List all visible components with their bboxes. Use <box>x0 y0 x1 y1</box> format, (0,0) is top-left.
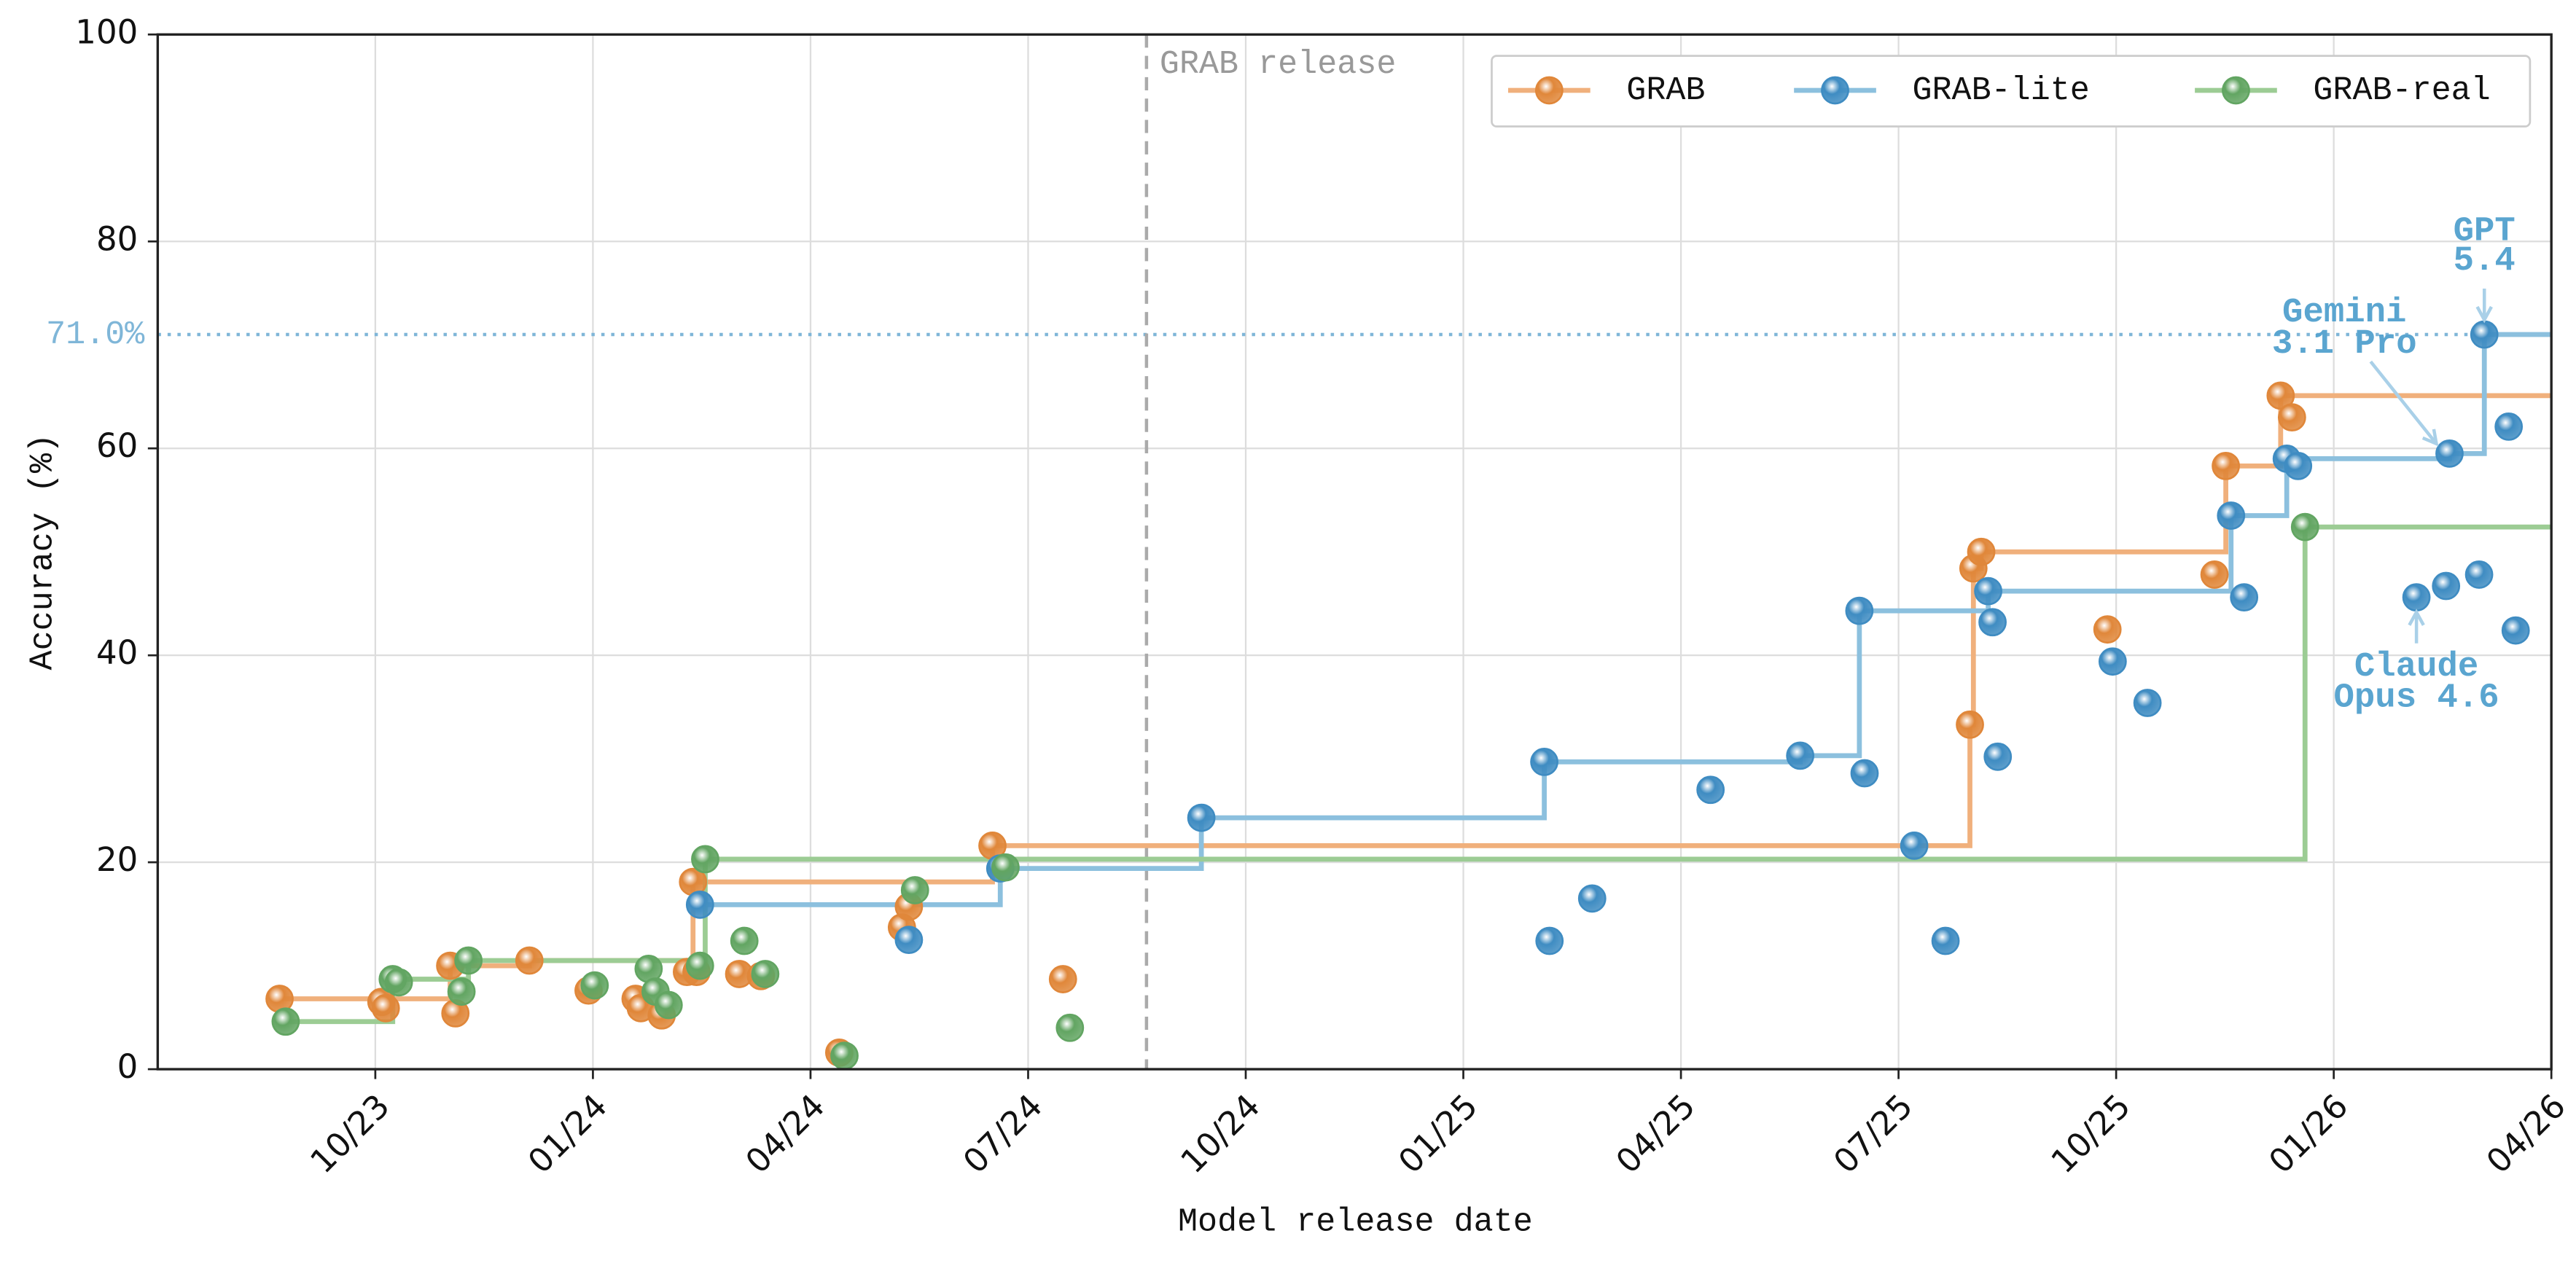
annotation-text: Gemini <box>2282 294 2406 332</box>
data-point <box>685 951 714 980</box>
x-tick-label: 04/25 <box>1609 1087 1703 1181</box>
data-point <box>2470 320 2499 349</box>
data-point <box>2266 381 2295 410</box>
data-point <box>2501 616 2530 645</box>
data-point <box>2435 439 2464 468</box>
data-point <box>1850 759 1879 788</box>
data-point <box>2402 583 2431 612</box>
data-point <box>580 971 609 1000</box>
annotation-text: 3.1 Pro <box>2272 325 2417 364</box>
data-point <box>730 926 759 955</box>
data-point <box>1974 576 2002 606</box>
reference-label: 71.0% <box>46 316 145 353</box>
x-tick-label: 10/25 <box>2044 1087 2138 1181</box>
data-point <box>2290 512 2319 541</box>
release-label: GRAB release <box>1160 45 1397 83</box>
data-point <box>271 1007 300 1036</box>
data-point <box>1696 775 1725 805</box>
y-axis-label: Accuracy (%) <box>24 434 62 670</box>
legend-marker <box>1821 76 1849 105</box>
annotation-arrow <box>2369 360 2438 445</box>
data-point <box>1577 884 1607 913</box>
legend-label: GRAB-real <box>2313 71 2490 109</box>
data-point <box>1845 596 1874 625</box>
data-point <box>1978 608 2007 637</box>
x-tick-label: 04/24 <box>738 1087 832 1181</box>
data-point <box>2212 451 2240 480</box>
data-point <box>454 946 483 975</box>
data-point <box>1187 803 1216 832</box>
data-point <box>991 853 1020 882</box>
plot-area: GRAB release <box>157 34 2552 1071</box>
legend-box <box>1491 55 2532 128</box>
annotation-text: Claude <box>2354 648 2478 687</box>
data-point <box>2432 571 2461 601</box>
y-tick-label: 80 <box>96 219 138 258</box>
data-point <box>685 890 714 919</box>
data-point <box>2277 403 2306 432</box>
data-point <box>2284 451 2313 480</box>
data-point <box>1900 832 1929 860</box>
data-point <box>515 946 544 975</box>
annotation-text: GPT <box>2454 213 2515 251</box>
x-tick-label: 01/25 <box>1391 1087 1485 1181</box>
data-point <box>1983 742 2013 771</box>
data-point <box>1956 710 1984 739</box>
data-point <box>1530 748 1558 776</box>
legend-marker <box>2222 76 2250 105</box>
data-point <box>2494 412 2524 441</box>
x-tick-label: 10/23 <box>303 1087 397 1181</box>
frontier-line <box>700 332 2552 907</box>
frontier-line <box>279 393 2552 1001</box>
y-tick-label: 100 <box>75 12 138 51</box>
data-point <box>1048 965 1077 993</box>
data-point <box>1931 926 1960 955</box>
data-point <box>894 926 924 954</box>
data-point <box>1055 1013 1085 1042</box>
data-point <box>691 845 719 874</box>
annotation-arrowhead <box>2408 609 2425 626</box>
annotation-arrowhead <box>2421 429 2439 447</box>
data-point <box>2133 689 2162 717</box>
legend-marker <box>1534 76 1564 105</box>
annotation-text: 5.4 <box>2454 242 2515 281</box>
data-point <box>2464 560 2494 589</box>
grid <box>147 33 2553 1079</box>
x-tick-label: 04/26 <box>2479 1087 2573 1181</box>
data-point <box>2217 501 2246 530</box>
y-tick-label: 40 <box>96 633 138 672</box>
data-point <box>2093 615 2122 644</box>
data-point <box>447 977 476 1006</box>
data-point <box>2230 583 2259 612</box>
y-tick-label: 0 <box>117 1047 138 1086</box>
x-tick-label: 07/25 <box>1826 1087 1920 1181</box>
plot-frame <box>156 33 2553 1071</box>
data-point <box>1967 537 1996 566</box>
data-point <box>384 968 413 997</box>
annotation-text: Opus 4.6 <box>2334 679 2499 718</box>
legend-label: GRAB <box>1626 71 1705 109</box>
legend: GRAB GRAB-lite GRAB-real <box>1491 55 2532 128</box>
y-tick-label: 20 <box>96 840 138 879</box>
data-point <box>371 993 400 1022</box>
legend-label: GRAB-lite <box>1912 71 2089 109</box>
x-tick-label: 07/24 <box>956 1087 1050 1181</box>
data-point <box>830 1041 859 1071</box>
x-tick-label: 10/24 <box>1173 1087 1267 1181</box>
y-tick-label: 60 <box>96 426 138 465</box>
data-point <box>2200 560 2229 589</box>
data-point <box>1786 741 1815 770</box>
frontier-line <box>285 524 2552 1025</box>
data-point <box>2098 647 2127 676</box>
x-axis-label: Model release date <box>1178 1203 1533 1241</box>
data-point <box>1535 926 1564 955</box>
x-tick-label: 01/26 <box>2261 1087 2355 1181</box>
data-point <box>751 960 780 988</box>
annotation-arrowhead <box>2475 305 2493 324</box>
data-point <box>654 990 683 1020</box>
data-point <box>900 876 929 904</box>
x-tick-label: 01/24 <box>520 1087 614 1181</box>
